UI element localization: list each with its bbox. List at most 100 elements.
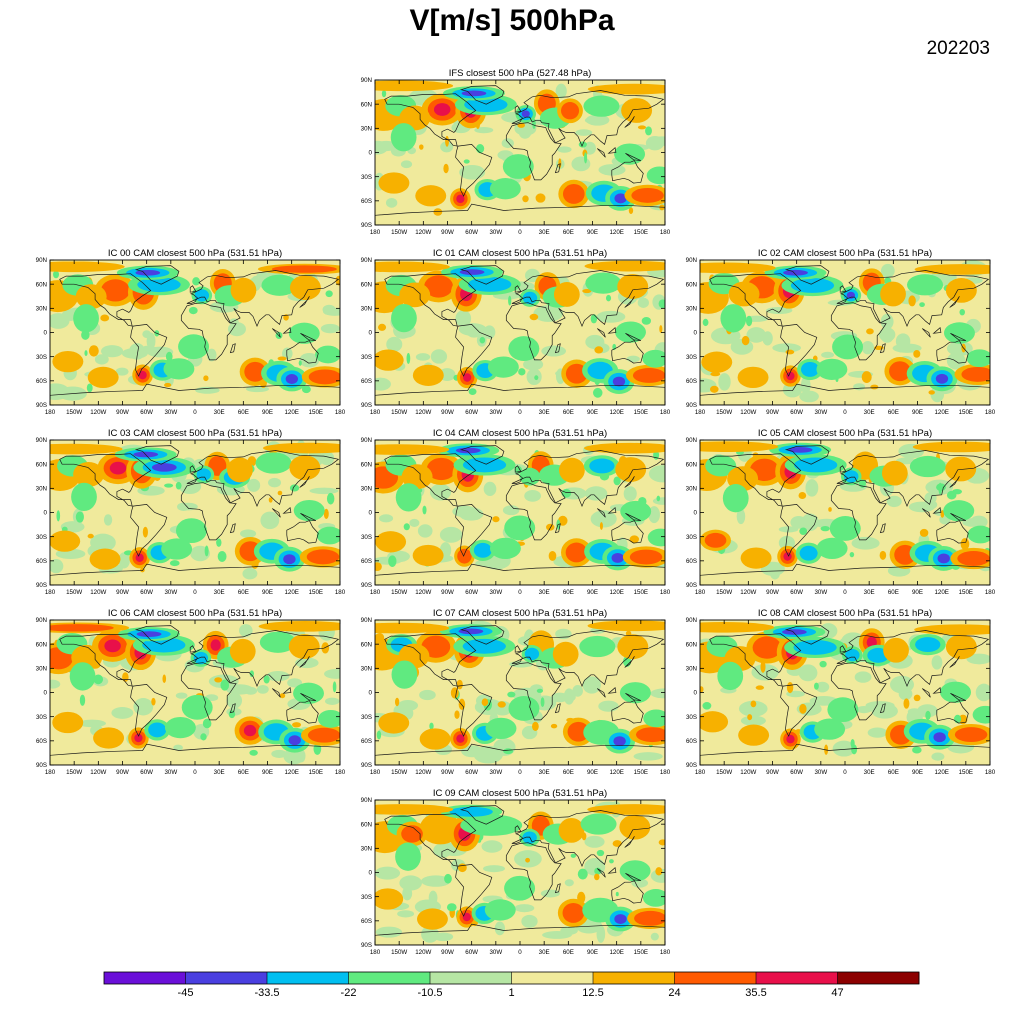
positive-patch [799, 703, 807, 714]
coastline [286, 520, 319, 544]
panel-title: IC 08 CAM closest 500 hPa (531.51 hPa) [758, 608, 932, 619]
lon-tick-label: 180 [660, 589, 671, 596]
weak-negative-patch [650, 688, 665, 699]
coastline [836, 270, 990, 328]
negative-patch [79, 694, 86, 706]
negative-patch [912, 746, 922, 754]
negative-patch [702, 318, 709, 327]
weak-negative-patch [790, 515, 807, 529]
positive-anomaly [559, 457, 585, 483]
positive-patch [928, 390, 935, 395]
weak-negative-patch [385, 198, 398, 208]
lon-tick-label: 120W [415, 769, 431, 776]
weak-negative-patch [832, 740, 856, 757]
lon-tick-label: 60W [790, 589, 803, 596]
positive-anomaly [957, 551, 990, 566]
coastline [505, 842, 562, 901]
negative-anomaly [391, 303, 417, 333]
lat-tick-label: 60S [36, 378, 47, 385]
weak-negative-patch [590, 510, 617, 528]
lon-tick-label: 180 [985, 409, 996, 416]
negative-patch [613, 476, 621, 486]
lon-tick-label: 150W [391, 949, 407, 956]
weak-negative-patch [931, 655, 943, 670]
lat-tick-label: 90N [361, 257, 372, 264]
weak-negative-patch [652, 497, 665, 505]
coastline [780, 684, 818, 737]
lat-tick-label: 60N [361, 821, 372, 828]
positive-anomaly [306, 549, 340, 565]
lon-tick-label: 60W [465, 949, 478, 956]
positive-patch [558, 158, 562, 169]
negative-anomaly [642, 889, 665, 907]
lat-tick-label: 60S [686, 738, 697, 745]
positive-anomaly [375, 444, 450, 455]
weak-negative-patch [740, 715, 766, 726]
positive-anomaly [258, 621, 340, 632]
positive-patch [550, 723, 558, 729]
positive-patch [747, 714, 753, 721]
coastline [229, 343, 236, 354]
contour-field [50, 620, 340, 765]
negative-anomaly [293, 682, 324, 704]
lon-tick-label: 90W [116, 769, 129, 776]
positive-patch [458, 698, 466, 710]
positive-anomaly [462, 912, 471, 922]
coastline [607, 327, 617, 334]
negative-patch [938, 482, 942, 495]
positive-patch [323, 508, 329, 520]
lat-tick-label: 60S [361, 198, 372, 205]
positive-anomaly [289, 455, 321, 481]
lon-tick-label: 0 [518, 229, 522, 236]
negative-anomaly [783, 269, 808, 276]
contour-field [375, 440, 665, 585]
panel-title: IC 02 CAM closest 500 hPa (531.51 hPa) [758, 248, 932, 259]
negative-anomaly [585, 272, 622, 294]
lon-tick-label: 150E [634, 949, 648, 956]
coastline [625, 872, 641, 881]
weak-negative-patch [299, 352, 320, 368]
negative-patch [86, 383, 93, 393]
panel-title: IC 03 CAM closest 500 hPa (531.51 hPa) [108, 428, 282, 439]
lat-tick-label: 0 [369, 330, 373, 337]
lon-tick-label: 0 [843, 409, 847, 416]
lon-tick-label: 180 [660, 769, 671, 776]
coastline [624, 656, 635, 668]
lat-tick-label: 60N [36, 641, 47, 648]
coastline [375, 563, 665, 585]
weak-negative-patch [623, 486, 637, 502]
negative-anomaly [814, 718, 846, 740]
coastline [709, 633, 802, 687]
coastline [554, 163, 561, 174]
weak-negative-patch [946, 352, 966, 370]
coastline [709, 453, 802, 507]
negative-anomaly [519, 467, 541, 486]
lat-tick-label: 30S [686, 714, 697, 721]
weak-negative-patch [399, 875, 422, 891]
positive-anomaly [738, 724, 770, 746]
lat-tick-label: 90S [36, 582, 47, 589]
positive-anomaly [399, 282, 431, 308]
positive-patch [457, 863, 467, 873]
negative-anomaly [966, 349, 990, 368]
positive-anomaly [210, 639, 221, 651]
coastline [134, 625, 180, 645]
positive-anomaly [73, 461, 105, 487]
weak-negative-patch [970, 515, 988, 529]
negative-anomaly [71, 482, 97, 512]
lon-tick-label: 180 [660, 949, 671, 956]
positive-anomaly [914, 624, 990, 636]
negative-anomaly [909, 455, 946, 478]
negative-patch [53, 270, 60, 279]
positive-anomaly [75, 284, 107, 310]
coastline [130, 684, 168, 737]
weak-negative-patch [718, 373, 731, 391]
weak-negative-patch [523, 358, 544, 371]
coastline [625, 152, 641, 161]
colorbar-swatch [837, 972, 920, 984]
coastline [936, 520, 969, 544]
lon-tick-label: 150E [959, 589, 973, 596]
positive-patch [378, 323, 387, 331]
negative-patch [388, 555, 397, 568]
lon-tick-label: 150E [309, 589, 323, 596]
